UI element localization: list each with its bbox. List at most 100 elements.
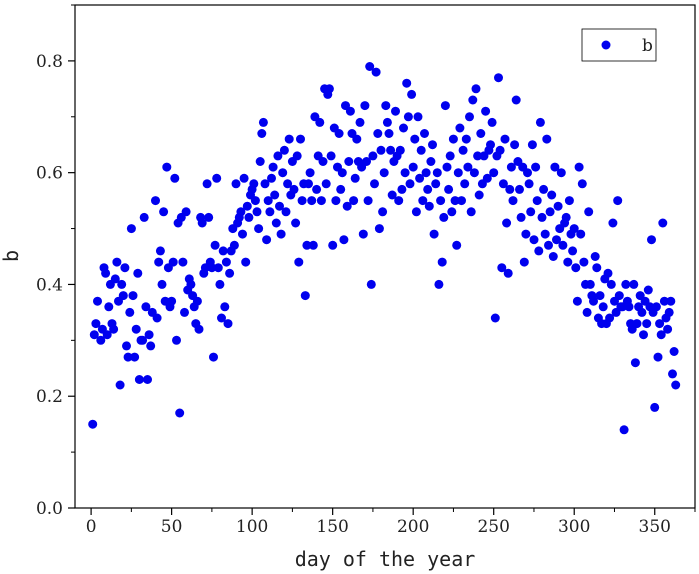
data-point: [440, 101, 450, 111]
data-point: [382, 117, 392, 127]
data-point: [458, 145, 468, 155]
data-point: [411, 207, 421, 217]
data-point: [605, 313, 615, 323]
data-point: [613, 196, 623, 206]
data-point: [650, 402, 660, 412]
y-axis-label: b: [0, 250, 23, 262]
data-point: [88, 419, 98, 429]
x-tick-label: 250: [477, 517, 509, 537]
y-tick-label: 0.6: [36, 164, 63, 184]
data-point: [242, 201, 252, 211]
data-point: [577, 179, 587, 189]
data-point: [664, 307, 674, 317]
data-point: [262, 235, 272, 245]
data-point: [539, 184, 549, 194]
data-point: [210, 240, 220, 250]
data-point: [273, 151, 283, 161]
data-point: [524, 179, 534, 189]
data-point: [481, 106, 491, 116]
data-point: [659, 296, 669, 306]
y-tick-label: 0.0: [36, 499, 63, 519]
data-point: [432, 168, 442, 178]
data-point: [384, 129, 394, 138]
x-axis-ticks: 0 50 100 150 200 250 300 350: [86, 508, 696, 537]
data-point: [89, 330, 99, 340]
data-point: [296, 134, 305, 144]
data-point: [315, 117, 325, 127]
data-point: [651, 302, 661, 312]
data-point: [172, 335, 181, 345]
data-point: [178, 257, 188, 267]
data-point: [318, 157, 328, 166]
data-points: [88, 62, 681, 435]
data-point: [180, 307, 189, 317]
y-tick-label: 0.4: [36, 275, 63, 295]
data-point: [276, 229, 286, 239]
data-point: [358, 229, 368, 239]
legend: b: [581, 28, 657, 62]
data-point: [394, 196, 404, 206]
data-point: [175, 408, 185, 418]
data-point: [465, 112, 474, 122]
data-point: [407, 89, 417, 99]
data-point: [91, 319, 101, 329]
data-point: [526, 207, 536, 217]
data-point: [345, 106, 355, 116]
data-point: [535, 117, 545, 127]
data-point: [350, 173, 360, 183]
data-point: [373, 129, 383, 138]
data-point: [336, 184, 346, 194]
data-point: [450, 196, 460, 206]
data-point: [669, 347, 679, 356]
data-point: [497, 263, 507, 273]
data-point: [473, 151, 483, 161]
data-point: [207, 263, 217, 273]
data-point: [143, 375, 152, 384]
data-point: [592, 263, 602, 273]
data-point: [619, 425, 629, 435]
data-point: [595, 291, 605, 301]
data-point: [606, 279, 616, 289]
data-point: [671, 380, 681, 390]
data-point: [117, 279, 127, 289]
data-point: [663, 324, 673, 334]
data-point: [115, 380, 125, 390]
data-point: [255, 157, 265, 166]
data-point: [134, 375, 144, 384]
data-point: [260, 179, 270, 189]
data-point: [154, 257, 164, 267]
data-point: [204, 212, 214, 222]
data-point: [371, 67, 381, 77]
data-point: [418, 196, 428, 206]
data-point: [523, 168, 532, 178]
data-point: [505, 184, 515, 194]
data-point: [639, 330, 648, 340]
data-point: [527, 140, 537, 150]
data-point: [400, 168, 410, 178]
data-point: [270, 190, 280, 200]
data-point: [629, 279, 639, 289]
data-point: [614, 291, 624, 301]
data-point: [545, 207, 555, 217]
data-point: [146, 341, 156, 351]
data-point: [476, 129, 486, 138]
data-point: [402, 78, 412, 88]
data-point: [643, 285, 653, 295]
data-point: [194, 324, 204, 334]
data-point: [466, 207, 476, 217]
data-point: [167, 296, 177, 306]
data-point: [658, 218, 668, 228]
data-point: [93, 296, 102, 306]
data-point: [378, 207, 388, 217]
data-point: [487, 117, 497, 127]
data-point: [630, 358, 640, 368]
data-point: [186, 279, 196, 289]
data-point: [300, 291, 310, 301]
data-point: [563, 257, 573, 267]
data-point: [502, 218, 512, 228]
data-point: [453, 168, 463, 178]
x-tick-label: 300: [558, 517, 590, 537]
data-point: [486, 140, 495, 150]
data-point: [457, 196, 466, 206]
y-tick-label: 0.2: [36, 387, 63, 407]
